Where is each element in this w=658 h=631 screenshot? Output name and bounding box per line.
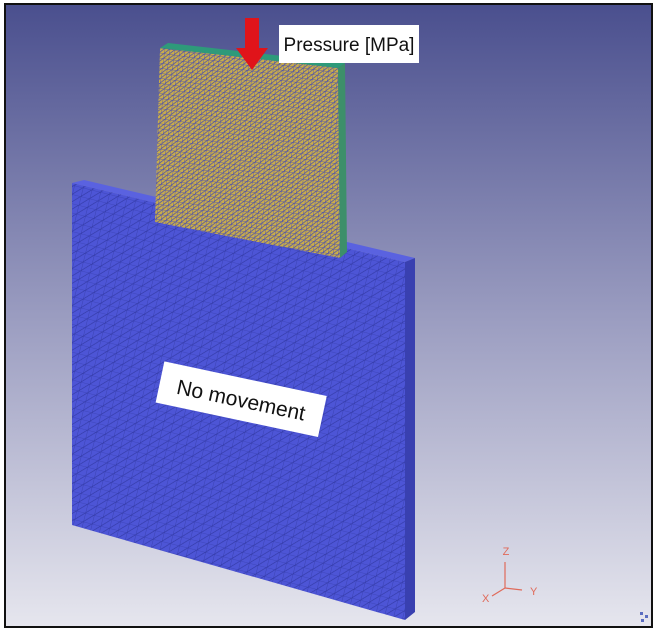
block-front [155,48,340,258]
x-axis-label: X [482,593,490,605]
plate-side [405,258,415,620]
z-axis-label: Z [503,546,510,558]
fem-viewport: Pressure [MPa] No movement Z Y X [0,0,658,631]
y-axis-label: Y [530,586,538,598]
page: Pressure [MPa] No movement Z Y X (() => … [0,0,658,631]
pressure-label: Pressure [MPa] [284,35,415,56]
